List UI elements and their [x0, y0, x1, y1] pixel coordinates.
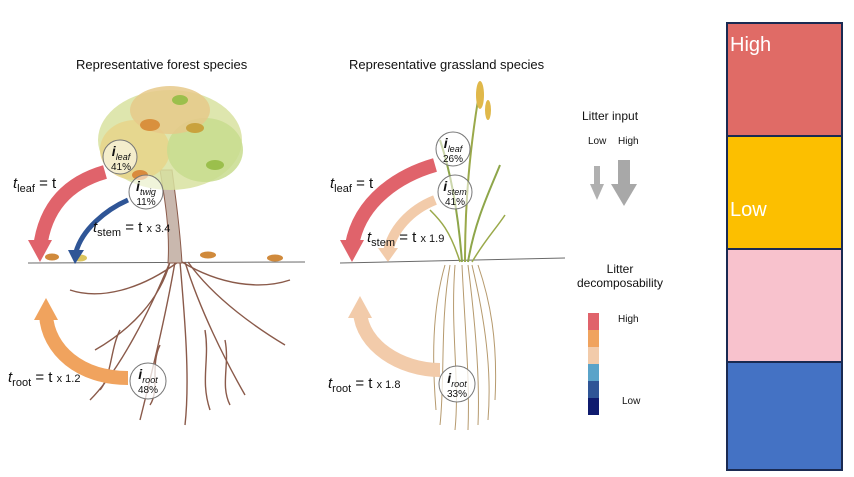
color-block-label: High: [730, 34, 772, 56]
fallen-leaf: [267, 254, 283, 262]
forest-i-root: iroot 48%: [137, 366, 158, 396]
forest-stem-arrowhead: [68, 250, 84, 264]
color-block-label: Low: [730, 199, 767, 221]
scale-swatch: [588, 330, 599, 347]
litter-input-low-label: Low: [588, 136, 607, 147]
color-block-pink: [726, 248, 843, 363]
grass-stem-arrow: [383, 195, 438, 254]
scale-swatch: [588, 381, 599, 398]
litter-input-high-label: High: [618, 136, 639, 147]
scale-swatch: [588, 347, 599, 364]
forest-leaf-arrow: [33, 165, 108, 250]
forest-canopy: [98, 86, 243, 190]
forest-leaf-arrowhead: [28, 240, 52, 262]
grass-i-stem: istem 41%: [443, 178, 467, 208]
decomposability-high-label: High: [618, 314, 639, 325]
forest-root-arrow: [39, 314, 129, 385]
forest-title: Representative forest species: [76, 57, 248, 72]
grass-leaf-arrowhead: [340, 240, 364, 262]
color-block-high: High: [726, 22, 843, 137]
forest-i-twig-circle: [128, 174, 164, 210]
grass-i-root-circle: [438, 365, 476, 403]
forest-i-leaf: ileaf 41%: [110, 143, 131, 173]
forest-root-arrowhead: [34, 298, 58, 320]
grass-stem-arrowhead: [378, 248, 398, 262]
grass-root-arrow: [353, 310, 441, 377]
grass-i-leaf-circle: [435, 131, 471, 167]
grass-root-system: [433, 264, 497, 431]
forest-i-root-circle: [129, 362, 167, 400]
color-block-blue: [726, 361, 843, 471]
grass-i-stem-circle: [437, 174, 473, 210]
grass-root-arrowhead: [348, 296, 372, 318]
grass-t-root-label: troot = t x 1.8: [328, 375, 401, 395]
forest-i-twig: itwig 11%: [136, 178, 156, 208]
scale-swatch: [588, 364, 599, 381]
forest-t-stem-label: tstem = t x 3.4: [93, 219, 171, 239]
grass-i-root: iroot 33%: [446, 370, 467, 400]
grassland-ground-line: [339, 257, 566, 264]
forest-t-leaf-label: tleaf = t: [13, 175, 57, 195]
grass-leaf-arrow: [345, 158, 438, 247]
grass-i-leaf: ileaf 26%: [442, 135, 463, 165]
forest-t-root-label: troot = t x 1.2: [8, 369, 81, 389]
grassland-title: Representative grassland species: [349, 57, 545, 72]
forest-root-system: [69, 261, 291, 426]
forest-ground-line: [27, 261, 306, 264]
color-block-low: Low: [726, 135, 843, 250]
scale-swatch: [588, 398, 599, 415]
litter-input-high-arrow: [611, 160, 637, 206]
fallen-leaf: [200, 251, 216, 259]
grass-t-stem-label: tstem = t x 1.9: [367, 229, 445, 249]
forest-i-leaf-circle: [102, 139, 138, 175]
grass-t-leaf-label: tleaf = t: [330, 175, 374, 195]
decomposability-title: Litter decomposability: [576, 262, 664, 290]
decomposability-low-label: Low: [622, 396, 641, 407]
scale-swatch: [588, 313, 599, 330]
fallen-leaf: [45, 253, 59, 261]
litter-input-low-arrow: [590, 166, 604, 200]
forest-stem-arrow: [73, 197, 130, 253]
litter-input-title: Litter input: [582, 109, 639, 123]
